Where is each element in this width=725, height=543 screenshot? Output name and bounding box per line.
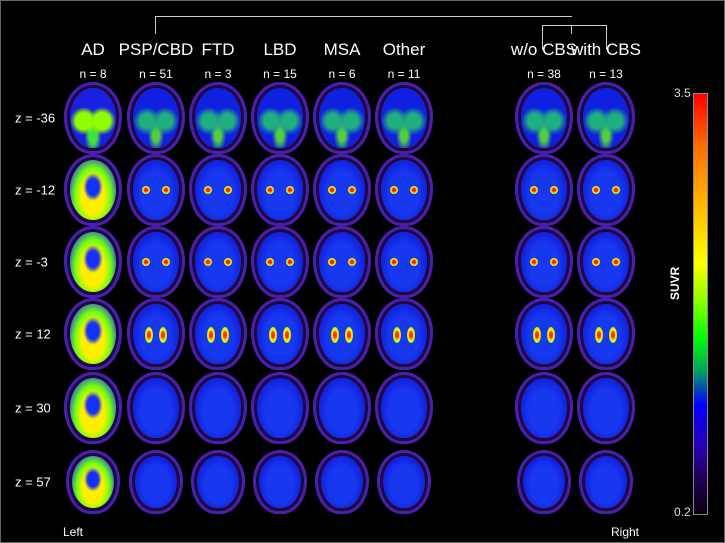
pet-slice-image bbox=[189, 82, 247, 154]
pet-slice-image bbox=[127, 372, 185, 444]
group-n-label: n = 13 bbox=[589, 67, 623, 81]
pet-slice-image bbox=[515, 82, 573, 154]
pet-slice-image bbox=[577, 372, 635, 444]
pet-slice-image bbox=[251, 298, 309, 370]
bracket-right-cover bbox=[571, 17, 573, 25]
group-label: FTD bbox=[201, 40, 235, 59]
pet-slice-image bbox=[377, 450, 431, 514]
colorbar-max-label: 3.5 bbox=[674, 86, 691, 100]
pet-slice-image bbox=[515, 372, 573, 444]
pet-slice-image bbox=[375, 82, 433, 154]
group-n-label: n = 6 bbox=[328, 67, 356, 81]
pet-slice-image bbox=[64, 372, 122, 444]
pet-slice-image bbox=[577, 298, 635, 370]
pet-slice-image bbox=[127, 154, 185, 226]
pet-slice-image bbox=[64, 154, 122, 226]
suvr-colorbar bbox=[693, 93, 708, 515]
pet-slice-image bbox=[375, 298, 433, 370]
left-orientation-label: Left bbox=[63, 525, 84, 539]
pet-slice-image bbox=[64, 298, 122, 370]
pet-slice-image bbox=[189, 372, 247, 444]
pet-slice-image bbox=[189, 298, 247, 370]
pet-slice-image bbox=[189, 226, 247, 298]
bracket-cbs-subgroups bbox=[542, 25, 607, 50]
group-n-label: n = 38 bbox=[527, 67, 561, 81]
group-label: PSP/CBD bbox=[118, 40, 194, 59]
pet-slice-image bbox=[189, 154, 247, 226]
pet-slice-image bbox=[129, 450, 183, 514]
pet-slice-image bbox=[127, 298, 185, 370]
pet-slice-image bbox=[313, 82, 371, 154]
pet-slice-image bbox=[127, 226, 185, 298]
slice-z-label: z = -3 bbox=[15, 254, 48, 270]
pet-slice-image bbox=[515, 154, 573, 226]
colorbar-min-label: 0.2 bbox=[674, 505, 691, 519]
slice-z-label: z = 12 bbox=[15, 326, 51, 342]
slice-z-label: z = -36 bbox=[15, 110, 56, 126]
right-orientation-label: Right bbox=[611, 525, 640, 539]
group-label: Other bbox=[382, 40, 426, 59]
pet-slice-image bbox=[313, 154, 371, 226]
pet-slice-image bbox=[64, 82, 122, 154]
pet-slice-image bbox=[313, 372, 371, 444]
pet-slice-image bbox=[577, 82, 635, 154]
slice-z-label: z = 57 bbox=[15, 474, 51, 490]
slice-z-label: z = -12 bbox=[15, 182, 56, 198]
group-label: with CBS bbox=[571, 40, 641, 59]
pet-slice-image bbox=[64, 226, 122, 298]
pet-slice-image bbox=[251, 154, 309, 226]
pet-slice-image bbox=[375, 154, 433, 226]
group-n-label: n = 15 bbox=[263, 67, 297, 81]
pet-slice-image bbox=[577, 154, 635, 226]
slice-z-label: z = 30 bbox=[15, 400, 51, 416]
pet-slice-image bbox=[253, 450, 307, 514]
pet-slice-image bbox=[315, 450, 369, 514]
pet-slice-image bbox=[313, 298, 371, 370]
group-n-label: n = 8 bbox=[79, 67, 107, 81]
group-n-label: n = 3 bbox=[204, 67, 232, 81]
pet-slice-image bbox=[517, 450, 571, 514]
group-label: MSA bbox=[323, 40, 361, 59]
pet-slice-image bbox=[375, 372, 433, 444]
pet-slice-image bbox=[515, 226, 573, 298]
colorbar-title: SUVR bbox=[668, 266, 682, 300]
bracket-psp-cbd-to-subgroups bbox=[155, 16, 572, 34]
group-label: w/o CBS bbox=[510, 40, 578, 59]
group-label: LBD bbox=[263, 40, 297, 59]
pet-slice-image bbox=[577, 226, 635, 298]
pet-slice-image bbox=[515, 298, 573, 370]
pet-slice-image bbox=[375, 226, 433, 298]
pet-slice-image bbox=[251, 226, 309, 298]
pet-slice-image bbox=[251, 372, 309, 444]
pet-slice-image bbox=[66, 450, 120, 514]
group-n-label: n = 11 bbox=[387, 67, 421, 81]
pet-slice-image bbox=[127, 82, 185, 154]
pet-slice-image bbox=[579, 450, 633, 514]
pet-slice-image bbox=[313, 226, 371, 298]
group-label: AD bbox=[81, 40, 105, 59]
pet-slice-image bbox=[251, 82, 309, 154]
group-n-label: n = 51 bbox=[139, 67, 173, 81]
pet-slice-image bbox=[191, 450, 245, 514]
